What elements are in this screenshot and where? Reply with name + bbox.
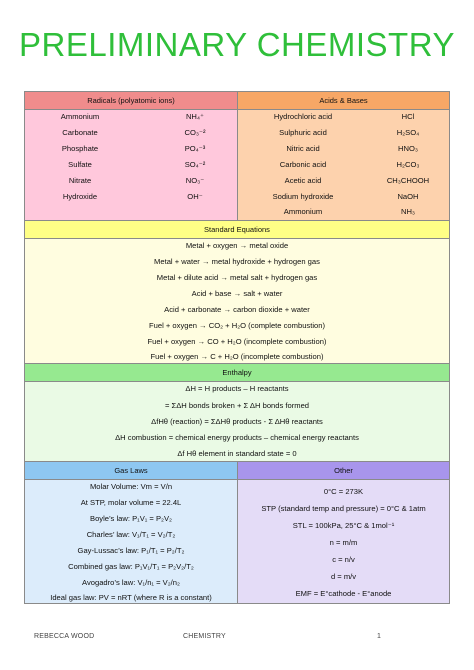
acid-formula: NH₃ xyxy=(400,207,416,216)
radicals-header: Radicals (polyatomic ions) xyxy=(25,92,237,110)
gas-law-row: Charles’ law: V₁/T₁ = V₂/T₂ xyxy=(86,530,176,539)
acid-name: Hydrochloric acid xyxy=(273,112,333,121)
radicals-panel: Radicals (polyatomic ions) Ammonium NH₄⁺… xyxy=(24,91,238,221)
acid-name: Nitric acid xyxy=(286,144,320,153)
gas-law-row: Ideal gas law: PV = nRT (where R is a co… xyxy=(50,593,212,602)
acids-bases-header: Acids & Bases xyxy=(238,92,449,110)
footer-subject: CHEMISTRY xyxy=(183,633,226,640)
enthalpy-header: Enthalpy xyxy=(25,364,449,382)
page-title: PRELIMINARY CHEMISTRY xyxy=(19,26,455,63)
standard-equations-header: Standard Equations xyxy=(25,221,449,239)
gas-laws-panel: Gas Laws Molar Volume: Vm = V/n At STP, … xyxy=(24,461,238,604)
gas-law-row: At STP, molar volume = 22.4L xyxy=(80,498,182,507)
equation-row: Metal + oxygen → metal oxide xyxy=(185,241,289,250)
enthalpy-row: = ΣΔH bonds broken + Σ ΔH bonds formed xyxy=(164,401,310,410)
gas-law-row: Avogadro’s law: V₁/n₁ = V₂/n₂ xyxy=(82,578,180,587)
gas-law-row: Combined gas law: P₁V₁/T₁ = P₂V₂/T₂ xyxy=(68,562,194,571)
other-row: n = m/m xyxy=(329,538,358,547)
radical-name: Carbonate xyxy=(62,128,98,137)
other-row: c = n/v xyxy=(332,555,355,564)
radical-formula: PO₄⁻³ xyxy=(184,144,206,153)
equation-row: Fuel + oxygen → CO + H₂O (incomplete com… xyxy=(147,337,327,346)
gas-laws-header: Gas Laws xyxy=(25,462,237,480)
radical-name: Nitrate xyxy=(68,176,92,185)
gas-law-row: Boyle’s law: P₁V₁ = P₂V₂ xyxy=(90,514,172,523)
footer-author: REBECCA WOOD xyxy=(34,633,95,640)
equation-row: Acid + carbonate → carbon dioxide + wate… xyxy=(164,305,310,314)
radical-formula: NH₄⁺ xyxy=(185,112,205,121)
radical-formula: SO₄⁻² xyxy=(184,160,206,169)
acid-name: Acetic acid xyxy=(284,176,322,185)
acid-formula: H₂SO₄ xyxy=(396,128,420,137)
radical-formula: OH⁻ xyxy=(187,192,203,201)
acid-formula: CH₃CHOOH xyxy=(386,176,430,185)
acid-formula: HNO₃ xyxy=(398,144,418,153)
equation-row: Metal + dilute acid → metal salt + hydro… xyxy=(156,273,318,282)
acid-formula: NaOH xyxy=(397,192,419,201)
acid-name: Ammonium xyxy=(283,207,323,216)
radical-name: Ammonium xyxy=(60,112,100,121)
other-row: STP (standard temp and pressure) = 0°C &… xyxy=(261,504,426,513)
other-header: Other xyxy=(238,462,449,480)
gas-law-row: Molar Volume: Vm = V/n xyxy=(89,482,173,491)
radical-formula: NO₃⁻ xyxy=(185,176,205,185)
other-row: 0°C = 273K xyxy=(323,487,364,496)
enthalpy-row: ΔfHθ (reaction) = ΣΔHθ products - Σ ΔHθ … xyxy=(151,417,323,426)
other-row: d = m/v xyxy=(330,572,357,581)
acid-formula: H₂CO₃ xyxy=(396,160,420,169)
enthalpy-row: ΔH combustion = chemical energy products… xyxy=(115,433,359,442)
acid-name: Sulphuric acid xyxy=(279,128,327,137)
equation-row: Metal + water → metal hydroxide + hydrog… xyxy=(154,257,320,266)
equation-row: Acid + base → salt + water xyxy=(191,289,283,298)
enthalpy-row: ΔH = H products – H reactants xyxy=(185,384,289,393)
other-row: STL = 100kPa, 25°C & 1mol⁻¹ xyxy=(292,521,395,530)
other-row: EMF = E°cathode - E°anode xyxy=(295,589,392,598)
other-panel: Other 0°C = 273K STP (standard temp and … xyxy=(237,461,450,604)
equation-row: Fuel + oxygen → C + H₂O (incomplete comb… xyxy=(150,352,324,361)
enthalpy-panel: Enthalpy ΔH = H products – H reactants =… xyxy=(24,363,450,462)
acid-name: Carbonic acid xyxy=(279,160,327,169)
radical-name: Hydroxide xyxy=(62,192,98,201)
acid-name: Sodium hydroxide xyxy=(272,192,334,201)
acid-formula: HCl xyxy=(401,112,415,121)
radical-formula: CO₃⁻² xyxy=(184,128,206,137)
equation-row: Fuel + oxygen → CO₂ + H₂O (complete comb… xyxy=(149,321,325,330)
acids-bases-panel: Acids & Bases Hydrochloric acid HCl Sulp… xyxy=(237,91,450,221)
footer-page-number: 1 xyxy=(377,633,382,640)
gas-law-row: Gay-Lussac’s law: P₁/T₁ = P₂/T₂ xyxy=(77,546,185,555)
radical-name: Phosphate xyxy=(61,144,99,153)
radical-name: Sulfate xyxy=(68,160,92,169)
standard-equations-panel: Standard Equations Metal + oxygen → meta… xyxy=(24,220,450,364)
enthalpy-row: Δf Hθ element in standard state = 0 xyxy=(177,449,297,458)
